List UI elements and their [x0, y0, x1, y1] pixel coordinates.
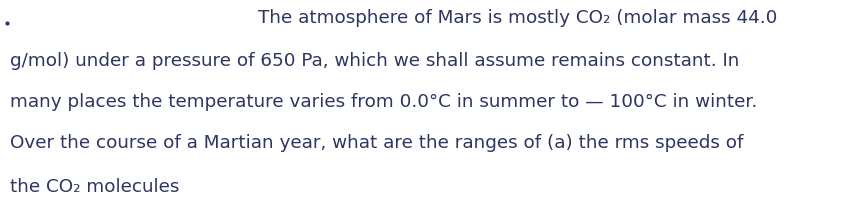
Text: many places the temperature varies from 0.0°C in summer to — 100°C in winter.: many places the temperature varies from …	[10, 93, 756, 111]
Text: Over the course of a Martian year, what are the ranges of (a) the rms speeds of: Over the course of a Martian year, what …	[10, 134, 743, 152]
Text: the CO₂ molecules: the CO₂ molecules	[10, 178, 179, 196]
Text: g/mol) under a pressure of 650 Pa, which we shall assume remains constant. In: g/mol) under a pressure of 650 Pa, which…	[10, 52, 738, 70]
Text: The atmosphere of Mars is mostly CO₂ (molar mass 44.0: The atmosphere of Mars is mostly CO₂ (mo…	[257, 9, 776, 27]
